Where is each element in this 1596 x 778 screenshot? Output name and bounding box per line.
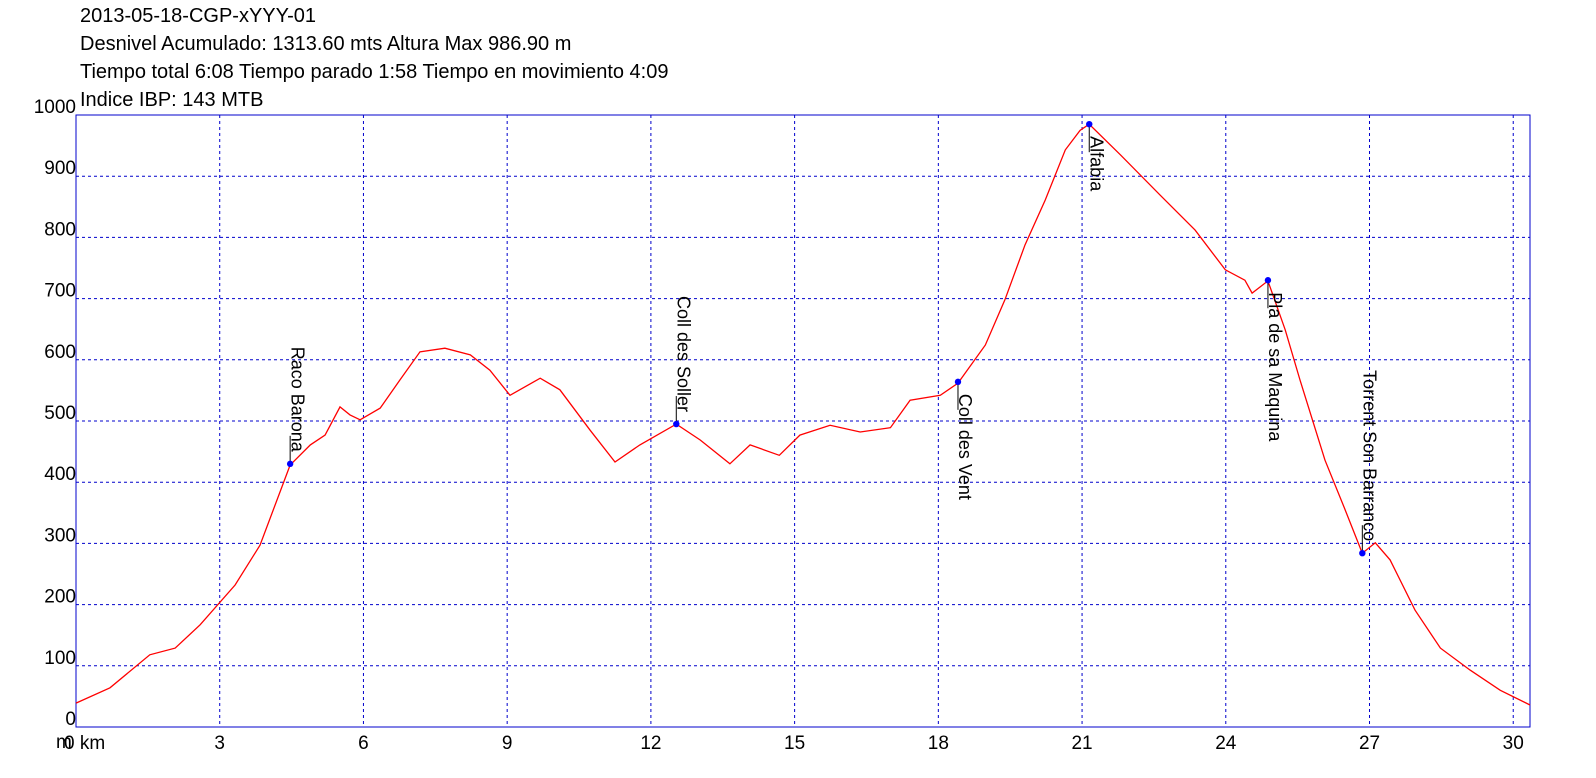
chart-subtitle: Desnivel Acumulado: 1313.60 mts Altura M… <box>80 33 571 55</box>
plot-frame <box>75 114 1531 728</box>
y-tick-label: 800 <box>44 219 76 240</box>
chart-title: 2013-05-18-CGP-xYYY-01 <box>80 5 316 27</box>
y-tick-label: 600 <box>44 342 76 363</box>
waypoint-label: Alfabia <box>1086 136 1106 192</box>
y-axis-label: m <box>56 732 72 753</box>
waypoint-label: Pla de sa Maquina <box>1265 292 1285 442</box>
y-tick-label: 200 <box>44 587 76 608</box>
x-tick-label: 3 <box>214 733 225 754</box>
x-tick-label: 21 <box>1071 733 1092 754</box>
y-tick-label: 900 <box>44 158 76 179</box>
x-tick-label: 9 <box>502 733 513 754</box>
x-tick-label: 0 km <box>64 733 105 754</box>
x-tick-label: 30 <box>1503 733 1524 754</box>
y-tick-label: 700 <box>44 281 76 302</box>
waypoint-label: Coll des Vent <box>955 394 975 500</box>
waypoint-marker <box>673 420 680 428</box>
header: 2013-05-18-CGP-xYYY-01 Desnivel Acumulad… <box>80 5 669 111</box>
y-tick-label: 100 <box>44 648 76 669</box>
y-tick-label: 0 <box>65 709 76 730</box>
waypoint-label: Raco Barona <box>287 347 307 453</box>
x-tick-label: 6 <box>358 733 369 754</box>
waypoint-marker <box>1264 277 1272 284</box>
y-tick-label: 400 <box>44 464 76 485</box>
x-tick-label: 27 <box>1359 733 1380 754</box>
y-tick-label: 500 <box>44 403 76 424</box>
y-tick-label: 300 <box>44 525 76 546</box>
waypoint-marker <box>954 378 962 386</box>
elevation-line <box>75 123 1531 706</box>
waypoint-marker <box>1086 120 1093 128</box>
x-tick-label: 12 <box>640 733 661 754</box>
chart-subtitle: Indice IBP: 143 MTB <box>80 89 263 111</box>
y-tick-label: 1000 <box>34 97 76 118</box>
x-tick-label: 15 <box>784 733 805 754</box>
x-tick-label: 24 <box>1215 733 1237 754</box>
chart-subtitle: Tiempo total 6:08 Tiempo parado 1:58 Tie… <box>80 61 669 83</box>
waypoint-marker <box>286 460 294 468</box>
waypoint-marker <box>1359 549 1366 557</box>
x-tick-label: 18 <box>928 733 949 754</box>
waypoint-label: Coll des Soller <box>674 296 694 412</box>
waypoint-label: Torrent Son Barranco <box>1360 370 1380 541</box>
